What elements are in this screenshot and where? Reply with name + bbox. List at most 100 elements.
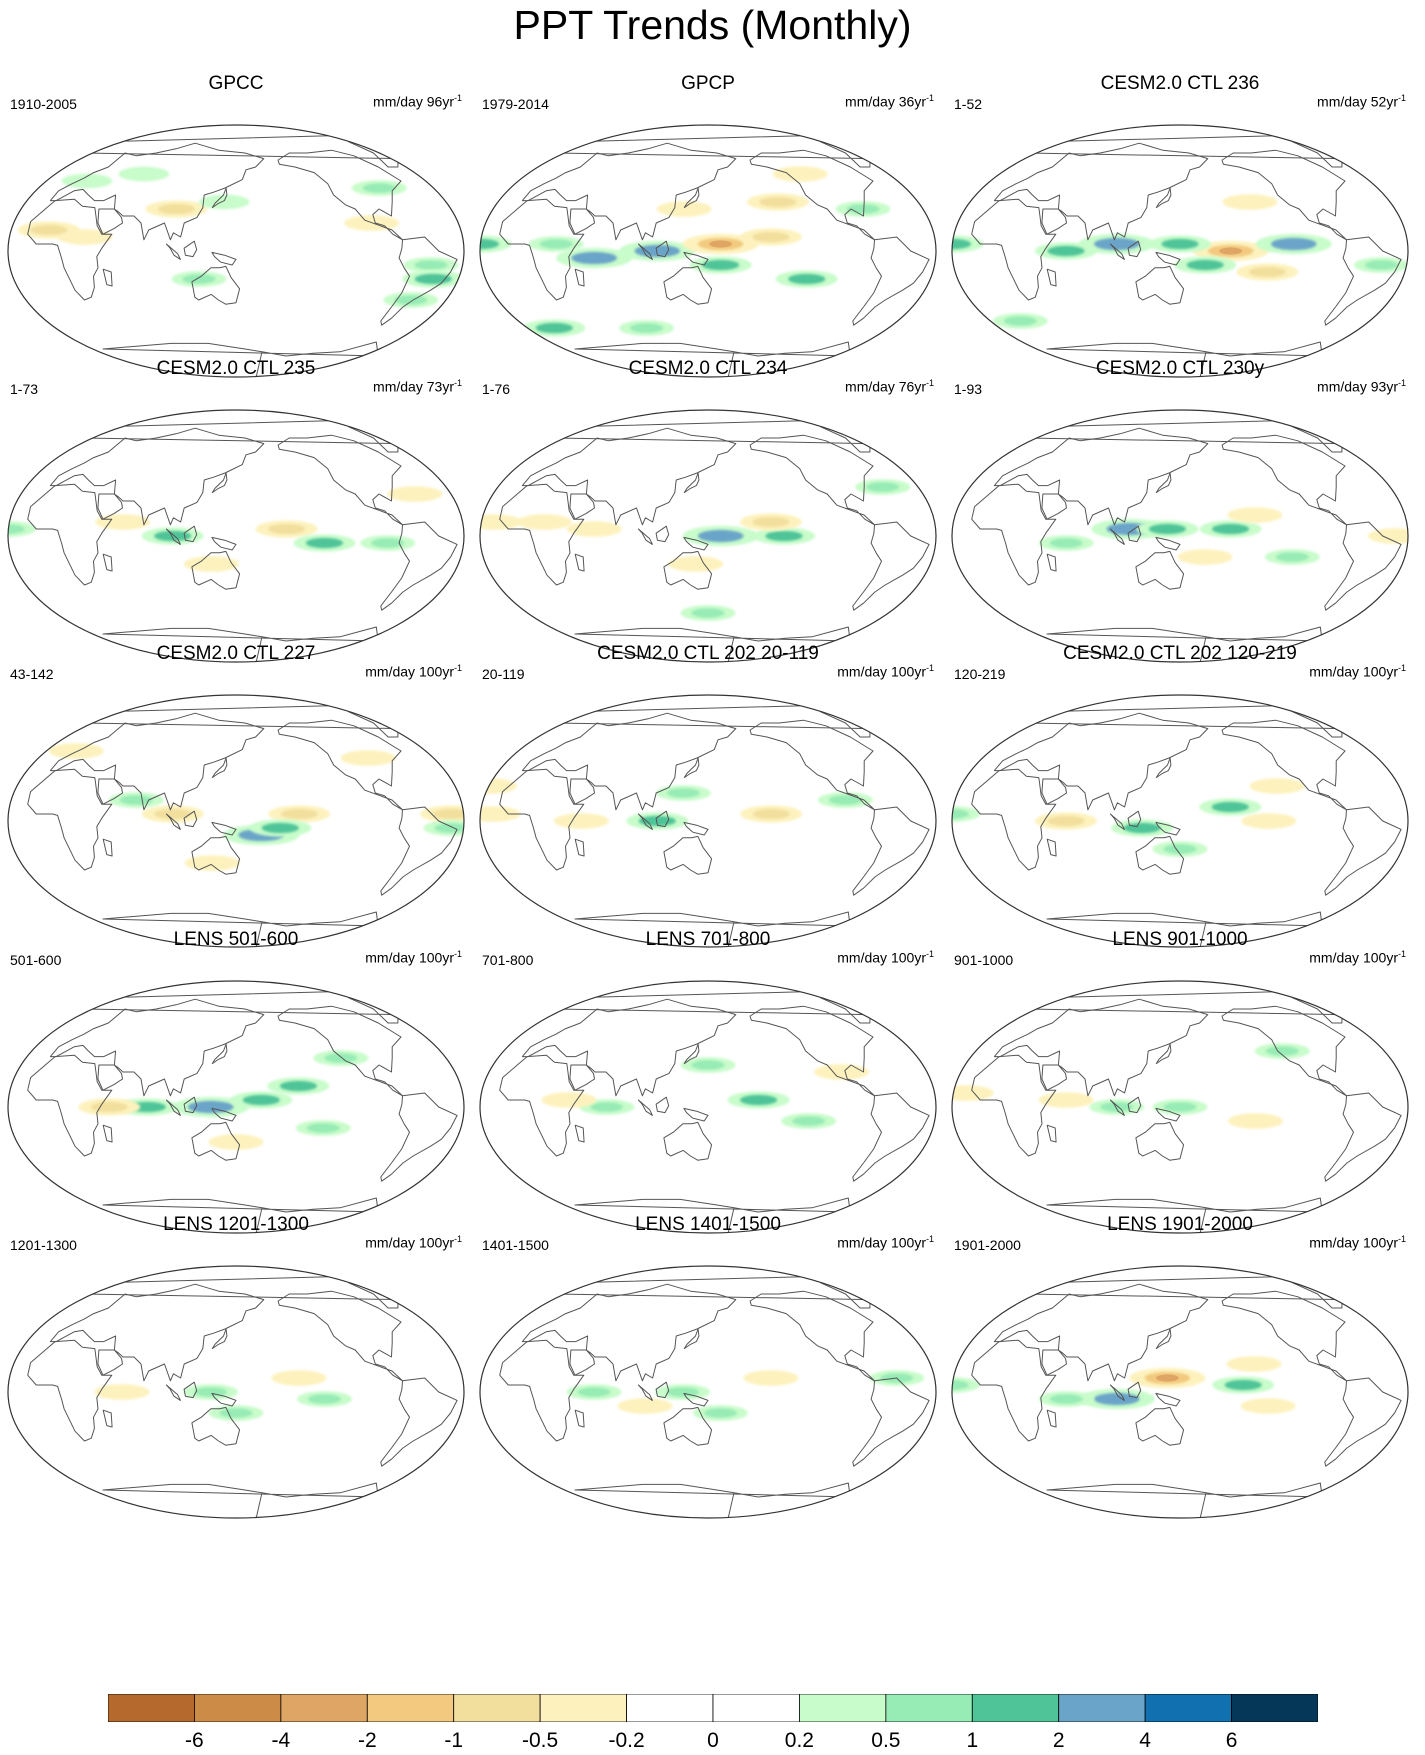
coastline-north-america xyxy=(277,434,403,526)
trend-region-core xyxy=(1364,260,1398,270)
units-trend-years: 100 xyxy=(890,949,915,966)
coastline-eurasia xyxy=(521,712,737,811)
trend-region-core xyxy=(552,1095,586,1105)
coastline-borneo xyxy=(183,240,198,258)
map-panel: CESM2.0 CTL 202 20-119 20-119 mm/day 100yr… xyxy=(472,643,944,973)
units-exponent: -1 xyxy=(453,378,462,388)
units-suffix: yr xyxy=(442,663,454,680)
globe-outline xyxy=(479,409,937,663)
world-map xyxy=(7,124,465,378)
panel-title: CESM2.0 CTL 202 20-119 xyxy=(597,643,819,664)
coastline-antarctica xyxy=(574,911,851,947)
coastline-south-america xyxy=(852,1092,930,1182)
coastline-north-america xyxy=(277,1290,403,1382)
coastline-new-guinea xyxy=(211,1107,237,1122)
coastline-arabia xyxy=(569,778,595,805)
globe-outline xyxy=(951,409,1409,663)
coastline-north-america xyxy=(749,1005,875,1097)
trend-region-core xyxy=(788,273,826,285)
panel-title: LENS 1901-2000 xyxy=(1107,1214,1253,1235)
coastline-antarctica xyxy=(1046,341,1323,377)
colorbar-box xyxy=(626,1694,714,1722)
trend-region-core xyxy=(1047,815,1085,827)
units-suffix: yr xyxy=(1386,378,1398,395)
trend-region-core xyxy=(1188,552,1222,562)
units-exponent: -1 xyxy=(1397,93,1406,103)
panel-units: mm/day 93yr-1 xyxy=(1317,374,1406,396)
trend-region-core xyxy=(305,537,344,549)
coastline-madagascar xyxy=(102,1124,113,1143)
colorbar-box xyxy=(539,1694,627,1722)
trend-region-core xyxy=(279,1080,317,1092)
units-suffix: yr xyxy=(442,93,454,110)
coastline-north-america xyxy=(1221,719,1347,811)
trend-region-core xyxy=(194,1387,228,1397)
trend-region-core xyxy=(394,295,428,305)
units-exponent: -1 xyxy=(453,93,462,103)
coastline-south-america xyxy=(380,521,458,611)
panel-units: mm/day 73yr-1 xyxy=(373,374,462,396)
coastline-arabia xyxy=(569,1064,595,1091)
trend-region-core xyxy=(398,489,432,499)
trend-region-core xyxy=(667,204,701,214)
map-field xyxy=(8,1266,464,1518)
trend-region-core xyxy=(702,259,740,271)
coastline-madagascar xyxy=(574,553,585,572)
coastline-north-america xyxy=(1221,434,1347,526)
colorbar-tick-label: -1 xyxy=(444,1729,464,1752)
globe-outline xyxy=(479,1265,937,1519)
coastline-australia xyxy=(191,550,241,590)
coastline-north-america xyxy=(749,434,875,526)
world-map xyxy=(479,409,937,663)
coastline-borneo xyxy=(183,1381,198,1399)
trend-region-core xyxy=(1252,816,1286,826)
coastline-australia xyxy=(191,1121,241,1161)
world-map xyxy=(951,124,1409,378)
panel-title: LENS 901-1000 xyxy=(1112,929,1248,950)
panel-units: mm/day 100yr-1 xyxy=(837,659,934,681)
colorbar-box xyxy=(453,1694,541,1722)
trend-region-core xyxy=(219,1137,253,1147)
coastline-africa xyxy=(27,1054,113,1157)
coastline-antarctica xyxy=(1046,626,1323,662)
units-trend-years: 36 xyxy=(898,93,915,110)
map-field xyxy=(480,695,936,947)
trend-region-core xyxy=(1265,1046,1299,1056)
colorbar: -6 -4 -2 -1 -0.5 -0.2 0 0.2 0.5 1 2 4 6 xyxy=(108,1694,1318,1755)
panel-period: 501-600 xyxy=(10,952,62,968)
coastline-madagascar xyxy=(574,268,585,287)
coastline-africa xyxy=(971,768,1057,871)
coastline-australia xyxy=(191,1406,241,1446)
coastline-sumatra xyxy=(637,1099,653,1116)
trend-region-core xyxy=(754,1373,788,1383)
trend-region-core xyxy=(1100,1102,1134,1112)
map-field xyxy=(480,125,936,377)
units-exponent: -1 xyxy=(925,949,934,959)
coastline-australia xyxy=(663,265,713,305)
trend-region-core xyxy=(480,809,510,819)
units-trend-years: 100 xyxy=(1362,663,1387,680)
coastline-south-america xyxy=(852,1377,930,1467)
map-field xyxy=(480,981,936,1233)
units-trend-years: 76 xyxy=(898,378,915,395)
coastline-south-america xyxy=(852,521,930,611)
panel-period: 701-800 xyxy=(482,952,534,968)
units-base: mm/day xyxy=(837,1234,891,1251)
panel-grid: GPCC 1910-2005 mm/day 96yr-1 GPCP 1979-2014 m… xyxy=(7,73,1416,1519)
coastline-north-america xyxy=(277,149,403,241)
coastline-south-america xyxy=(1324,521,1402,611)
units-trend-years: 52 xyxy=(1370,93,1387,110)
trend-region-core xyxy=(154,530,192,542)
coastline-borneo xyxy=(655,810,670,828)
map-panel: CESM2.0 CTL 236 1-52 mm/day 52yr-1 xyxy=(944,73,1416,403)
coastline-arabia xyxy=(97,208,123,235)
coastline-japan xyxy=(1155,757,1172,779)
coastline-new-guinea xyxy=(211,251,237,266)
coastline-antarctica xyxy=(102,1482,379,1518)
coastline-borneo xyxy=(655,240,670,258)
units-trend-years: 100 xyxy=(418,1234,443,1251)
coastline-eurasia xyxy=(521,998,737,1097)
trend-region-core xyxy=(1186,259,1224,271)
panel-period: 20-119 xyxy=(482,666,525,682)
map-panel: GPCP 1979-2014 mm/day 36yr-1 xyxy=(472,73,944,403)
